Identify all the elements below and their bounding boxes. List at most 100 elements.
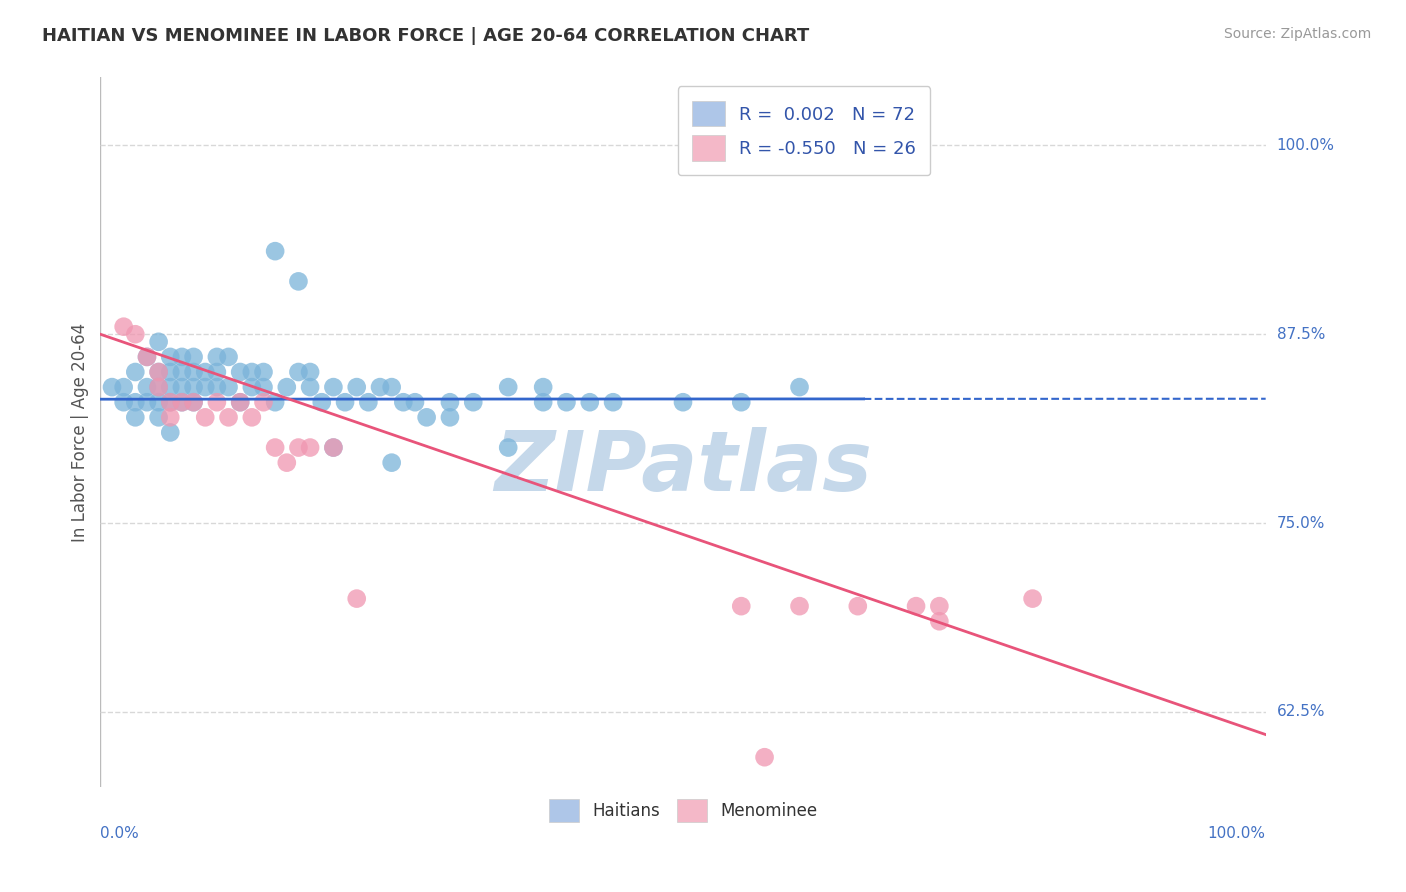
Point xyxy=(578,395,600,409)
Point xyxy=(205,350,228,364)
Point xyxy=(299,365,322,379)
Point xyxy=(299,380,322,394)
Point xyxy=(170,380,193,394)
Point xyxy=(381,380,404,394)
Point xyxy=(287,365,309,379)
Y-axis label: In Labor Force | Age 20-64: In Labor Force | Age 20-64 xyxy=(72,323,89,542)
Point xyxy=(112,395,135,409)
Point xyxy=(159,425,181,440)
Point xyxy=(124,395,146,409)
Point xyxy=(159,395,181,409)
Text: 0.0%: 0.0% xyxy=(100,826,139,841)
Point xyxy=(346,591,368,606)
Point xyxy=(148,334,170,349)
Point xyxy=(730,599,752,614)
Point xyxy=(357,395,380,409)
Point xyxy=(218,410,240,425)
Point xyxy=(252,395,274,409)
Point xyxy=(136,380,159,394)
Point xyxy=(170,365,193,379)
Point xyxy=(730,395,752,409)
Text: 75.0%: 75.0% xyxy=(1277,516,1324,531)
Point xyxy=(148,365,170,379)
Point xyxy=(496,380,519,394)
Point xyxy=(346,380,368,394)
Point xyxy=(439,395,461,409)
Point xyxy=(183,365,205,379)
Point xyxy=(112,319,135,334)
Point xyxy=(905,599,928,614)
Point xyxy=(311,395,333,409)
Point xyxy=(287,441,309,455)
Text: HAITIAN VS MENOMINEE IN LABOR FORCE | AGE 20-64 CORRELATION CHART: HAITIAN VS MENOMINEE IN LABOR FORCE | AG… xyxy=(42,27,810,45)
Point xyxy=(404,395,426,409)
Point xyxy=(287,274,309,288)
Point xyxy=(170,395,193,409)
Point xyxy=(276,380,298,394)
Point xyxy=(672,395,695,409)
Point xyxy=(101,380,124,394)
Text: Source: ZipAtlas.com: Source: ZipAtlas.com xyxy=(1223,27,1371,41)
Point xyxy=(218,350,240,364)
Point xyxy=(264,441,287,455)
Point xyxy=(159,365,181,379)
Point xyxy=(789,380,811,394)
Point xyxy=(928,599,950,614)
Point xyxy=(439,410,461,425)
Text: ZIPatlas: ZIPatlas xyxy=(494,427,872,508)
Point xyxy=(183,380,205,394)
Point xyxy=(205,365,228,379)
Point xyxy=(112,380,135,394)
Point xyxy=(322,441,344,455)
Point xyxy=(1021,591,1043,606)
Point xyxy=(252,380,274,394)
Point xyxy=(136,350,159,364)
Point xyxy=(148,380,170,394)
Point xyxy=(415,410,437,425)
Point xyxy=(240,410,263,425)
Text: 100.0%: 100.0% xyxy=(1277,138,1334,153)
Point xyxy=(322,380,344,394)
Text: 87.5%: 87.5% xyxy=(1277,326,1324,342)
Point xyxy=(531,380,554,394)
Point xyxy=(928,614,950,628)
Point xyxy=(183,350,205,364)
Point xyxy=(496,441,519,455)
Point xyxy=(194,365,217,379)
Point xyxy=(124,365,146,379)
Point xyxy=(229,365,252,379)
Point xyxy=(218,380,240,394)
Point xyxy=(124,327,146,342)
Point xyxy=(392,395,415,409)
Point xyxy=(252,365,274,379)
Point xyxy=(789,599,811,614)
Point xyxy=(136,395,159,409)
Point xyxy=(124,410,146,425)
Point xyxy=(229,395,252,409)
Point xyxy=(333,395,356,409)
Point xyxy=(754,750,776,764)
Point xyxy=(183,395,205,409)
Point xyxy=(183,395,205,409)
Point xyxy=(148,395,170,409)
Point xyxy=(381,456,404,470)
Point xyxy=(159,380,181,394)
Point xyxy=(602,395,624,409)
Point xyxy=(276,456,298,470)
Point xyxy=(463,395,485,409)
Point xyxy=(205,395,228,409)
Point xyxy=(240,380,263,394)
Point xyxy=(264,244,287,259)
Point xyxy=(264,395,287,409)
Point xyxy=(205,380,228,394)
Point xyxy=(240,365,263,379)
Point xyxy=(368,380,391,394)
Text: 100.0%: 100.0% xyxy=(1208,826,1265,841)
Point xyxy=(170,350,193,364)
Point xyxy=(555,395,578,409)
Point xyxy=(322,441,344,455)
Point xyxy=(159,410,181,425)
Point xyxy=(136,350,159,364)
Point xyxy=(159,395,181,409)
Text: 62.5%: 62.5% xyxy=(1277,705,1326,720)
